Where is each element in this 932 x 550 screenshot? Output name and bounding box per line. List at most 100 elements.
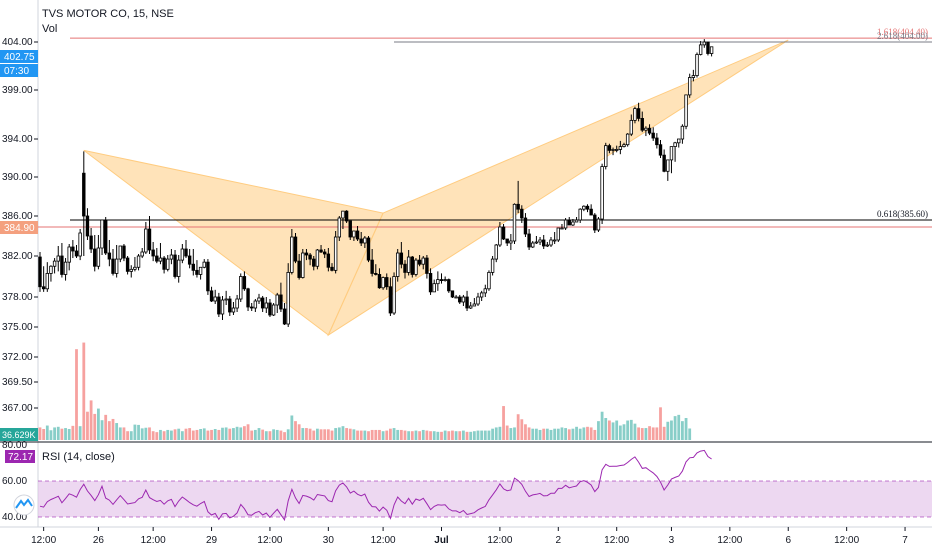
volume-bar (410, 431, 414, 440)
candle-body (348, 220, 352, 238)
time-tick-label: 12:00 (717, 535, 742, 546)
rsi-band (38, 481, 932, 517)
candle-body (78, 232, 82, 257)
volume-bar (210, 429, 213, 440)
volume-bar (381, 431, 385, 440)
candle-body (253, 300, 258, 309)
candle-body (191, 263, 195, 271)
candle-body (71, 246, 75, 252)
time-tick-label: 2 (556, 535, 562, 546)
candle-body (684, 94, 688, 127)
volume-bar (126, 431, 129, 440)
candle-body (549, 239, 553, 246)
volume-bar (684, 418, 688, 440)
rsi-value: 72.17 (8, 452, 33, 463)
volume-bar (564, 428, 567, 440)
volume-bar (582, 427, 586, 440)
volume-bar (118, 427, 122, 440)
rsi-tick-label: 80.00 (2, 440, 27, 451)
horizontal-lines-layer: 1.618(404.40)2.618(404.00) 0.618(385.60) (38, 27, 932, 228)
volume-bar (64, 428, 67, 440)
volume-bar (217, 429, 221, 440)
candle-body (147, 228, 152, 251)
volume-bar (53, 427, 56, 440)
volume-bar (283, 432, 286, 440)
candle-body (417, 259, 422, 265)
volume-bar (239, 427, 243, 440)
time-axis[interactable]: 12:00 26 12:00 29 12:00 30 12:00 Jul 12:00 2 12:00… (31, 527, 908, 546)
candle-body (279, 294, 283, 310)
candle-body (89, 235, 93, 250)
candle-body (677, 138, 681, 144)
candle-body (709, 46, 714, 54)
candle-body (104, 219, 108, 254)
volume-bar (611, 422, 615, 440)
candle-body (428, 273, 433, 293)
candle-body (355, 230, 360, 240)
price-axis[interactable]: 404.00 399.00 394.00 390.00 386.00 382.00 378.… (2, 0, 39, 527)
candle-body (607, 145, 612, 151)
candle-body (702, 41, 706, 46)
volume-bar (593, 429, 597, 440)
candle-body (593, 214, 597, 231)
volume-bar (378, 429, 381, 440)
chart-title: TVS MOTOR CO, 15, NSE (42, 8, 174, 20)
volume-bar (82, 342, 86, 440)
candle-body (556, 227, 560, 241)
volume-bar (502, 406, 505, 440)
candle-body (187, 255, 192, 265)
candle-body (374, 273, 378, 275)
volume-bar (505, 425, 509, 440)
candle-body (297, 260, 301, 278)
volume-bar (644, 428, 648, 440)
volume-bar (184, 428, 188, 440)
candle-body (60, 255, 64, 275)
candle-body (414, 259, 418, 275)
time-tick-label: 12:00 (834, 535, 859, 546)
volume-bar (199, 429, 202, 440)
volume-bar (326, 429, 330, 440)
volume-bar (275, 429, 279, 440)
candle-body (406, 256, 411, 273)
volume-bar (177, 428, 181, 440)
candle-body (585, 205, 590, 210)
volume-bar (144, 427, 148, 440)
volume-bar (469, 431, 473, 440)
volume-bar (45, 425, 49, 440)
volume-bar (549, 429, 553, 440)
candle-body (286, 271, 290, 325)
volume-bar (385, 430, 389, 440)
volume-bar (425, 430, 429, 440)
candle-body (706, 41, 710, 54)
volume-bar (626, 420, 630, 440)
candle-body (545, 244, 550, 247)
candle-body (509, 240, 513, 244)
candle-body (381, 277, 385, 289)
rsi-tick-label: 60.00 (2, 476, 27, 487)
candle-body (114, 258, 119, 274)
volume-bar (389, 428, 392, 440)
volume-bar (666, 421, 670, 440)
candle-body (472, 303, 477, 307)
candle-body (512, 203, 517, 242)
candle-body (680, 125, 685, 140)
tradingview-logo[interactable] (13, 494, 35, 516)
volume-bar (155, 432, 159, 440)
volume-bar (491, 428, 494, 440)
volume-bar (560, 427, 564, 440)
volume-bar (363, 430, 367, 440)
rsi-line (39, 449, 712, 522)
last-price-value: 402.75 (4, 52, 35, 63)
candle-body (450, 290, 455, 298)
candle-body (436, 279, 440, 285)
volume-bar (443, 430, 447, 440)
candle-body (454, 296, 458, 299)
candle-body (140, 251, 144, 257)
candle-body (282, 308, 287, 325)
volume-bar (67, 429, 71, 440)
candle-body (118, 245, 122, 260)
volume-bar (56, 426, 60, 440)
candle-body (655, 137, 659, 146)
candle-body (688, 77, 692, 96)
